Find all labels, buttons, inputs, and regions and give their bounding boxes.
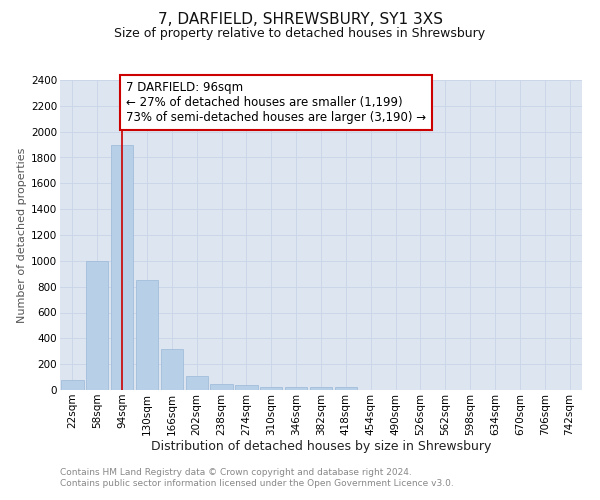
Bar	[285, 388, 307, 390]
Bar	[136, 280, 158, 390]
Text: 7, DARFIELD, SHREWSBURY, SY1 3XS: 7, DARFIELD, SHREWSBURY, SY1 3XS	[157, 12, 443, 28]
Bar	[86, 261, 109, 390]
Text: Contains HM Land Registry data © Crown copyright and database right 2024.
Contai: Contains HM Land Registry data © Crown c…	[60, 468, 454, 487]
Bar	[310, 388, 332, 390]
Bar	[161, 348, 183, 390]
Text: 7 DARFIELD: 96sqm
← 27% of detached houses are smaller (1,199)
73% of semi-detac: 7 DARFIELD: 96sqm ← 27% of detached hous…	[126, 82, 426, 124]
Bar	[185, 376, 208, 390]
Bar	[335, 388, 357, 390]
Y-axis label: Number of detached properties: Number of detached properties	[17, 148, 27, 322]
Text: Size of property relative to detached houses in Shrewsbury: Size of property relative to detached ho…	[115, 28, 485, 40]
Bar	[61, 380, 83, 390]
Bar	[111, 144, 133, 390]
Bar	[260, 387, 283, 390]
Bar	[211, 384, 233, 390]
Bar	[235, 386, 257, 390]
X-axis label: Distribution of detached houses by size in Shrewsbury: Distribution of detached houses by size …	[151, 440, 491, 454]
